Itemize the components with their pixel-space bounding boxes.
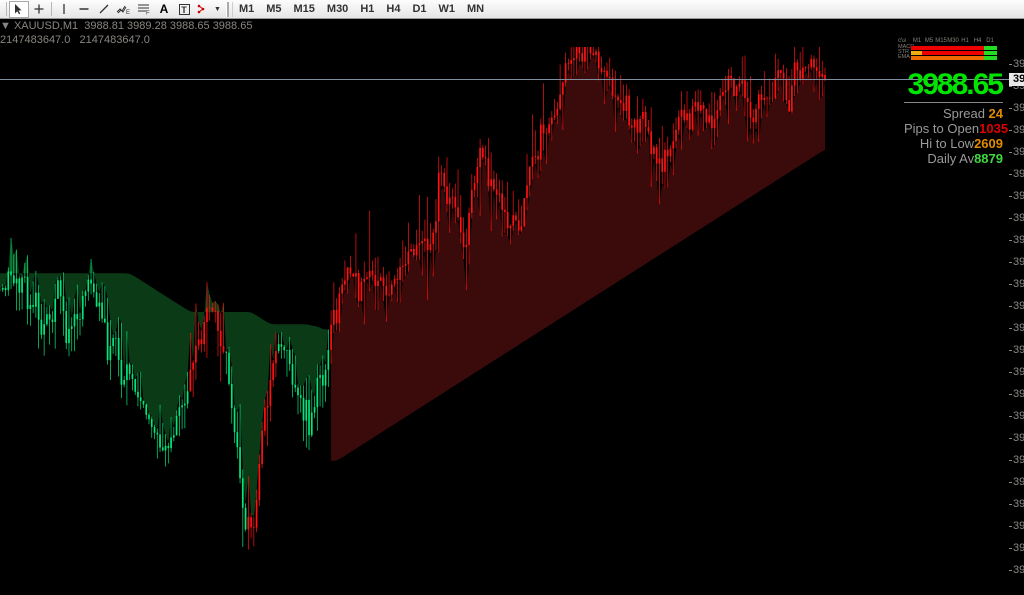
svg-text:E: E <box>126 10 130 15</box>
svg-text:F: F <box>146 11 150 16</box>
svg-text:T: T <box>181 5 187 15</box>
